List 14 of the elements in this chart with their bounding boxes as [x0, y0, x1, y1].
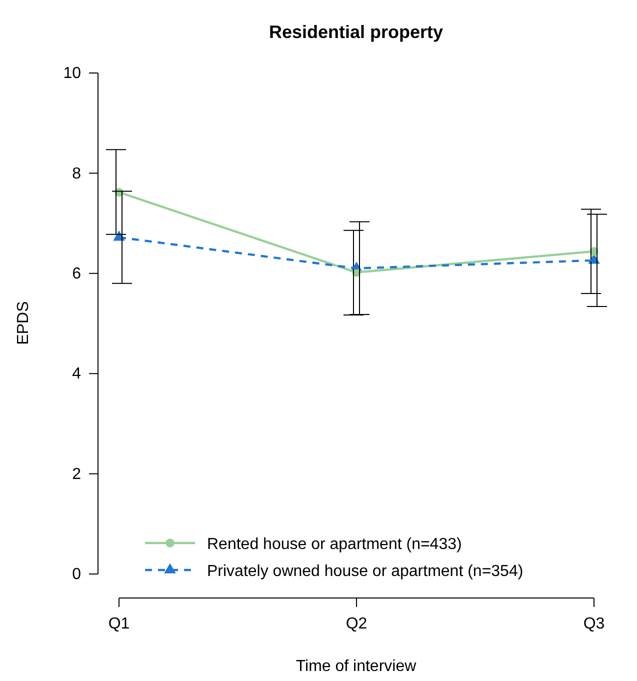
- y-tick-label: 8: [72, 165, 82, 182]
- x-tick-label: Q3: [583, 615, 605, 632]
- y-tick-label: 2: [72, 466, 82, 483]
- y-tick-label: 6: [72, 266, 82, 283]
- y-axis-title: EPDS: [15, 301, 32, 345]
- y-tick-label: 4: [72, 366, 82, 383]
- y-tick-label: 10: [63, 65, 82, 82]
- y-tick-label: 0: [72, 566, 82, 584]
- legend-label: Privately owned house or apartment (n=354): [207, 563, 524, 580]
- x-axis-title: Time of interview: [296, 658, 417, 675]
- legend-label: Rented house or apartment (n=433): [207, 536, 462, 553]
- x-tick-label: Q1: [108, 615, 130, 632]
- chart-title: Residential property: [268, 22, 444, 42]
- x-tick-label: Q2: [346, 615, 368, 632]
